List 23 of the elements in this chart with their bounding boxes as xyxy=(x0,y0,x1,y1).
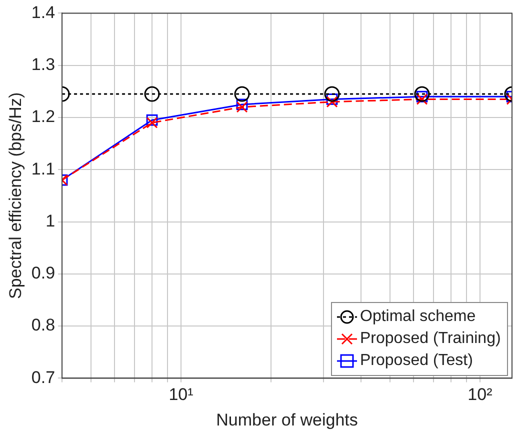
point xyxy=(144,86,160,102)
y-axis-title: Spectral efficiency (bps/Hz) xyxy=(6,92,25,300)
y-tick-label: 1.3 xyxy=(31,55,56,74)
point xyxy=(326,96,338,108)
legend-label: Optimal scheme xyxy=(360,308,476,326)
x-tick-label: 10¹ xyxy=(168,385,194,404)
y-tick-label: 1.4 xyxy=(31,2,56,22)
y-tick-label: 1.2 xyxy=(31,107,56,126)
y-tick-label: 0.8 xyxy=(31,316,56,335)
point xyxy=(236,101,248,113)
point xyxy=(146,117,158,128)
x-tick-label: 10² xyxy=(468,385,493,404)
legend-label: Proposed (Training) xyxy=(360,330,501,348)
y-tick-label: 1.1 xyxy=(31,159,56,178)
y-tick-label: 0.7 xyxy=(31,368,56,387)
legend-label: Proposed (Test) xyxy=(360,352,473,370)
x-axis-title: Number of weights xyxy=(216,410,358,430)
point xyxy=(236,98,248,110)
point xyxy=(234,86,250,102)
point xyxy=(324,86,340,102)
y-tick-label: 0.9 xyxy=(31,264,56,283)
point xyxy=(146,114,158,126)
y-tick-label: 1 xyxy=(46,211,56,230)
